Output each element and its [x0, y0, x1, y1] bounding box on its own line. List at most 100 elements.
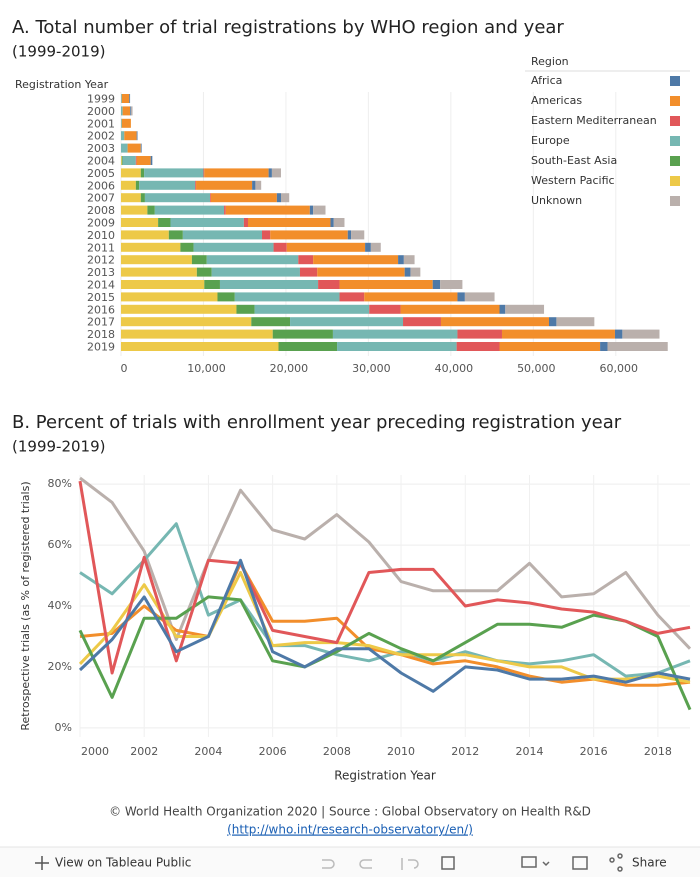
bar-segment — [144, 193, 211, 203]
y-tick-label: 2010 — [87, 229, 115, 242]
bar-segment — [607, 342, 668, 351]
bar-segment — [309, 205, 314, 215]
bar-segment — [440, 317, 549, 327]
bar-segment — [121, 242, 181, 252]
bar-segment — [403, 317, 441, 327]
chart-b-x-label: Registration Year — [334, 769, 436, 783]
bar-segment — [369, 304, 401, 314]
toolbar-icons[interactable] — [322, 853, 623, 872]
x-tick-label: 10,000 — [187, 362, 226, 375]
bar-segment — [217, 292, 235, 302]
bar-segment — [122, 156, 136, 165]
x-tick-label: 2014 — [515, 745, 543, 758]
bar-segment — [313, 255, 399, 265]
bar-segment — [548, 317, 557, 327]
bar-segment — [129, 94, 131, 103]
y-tick-label: 1999 — [87, 93, 115, 106]
bar-segment — [158, 218, 171, 227]
bar-segment — [318, 280, 340, 289]
bar-segment — [121, 94, 122, 103]
bar-segment — [121, 230, 169, 240]
x-tick-label: 50,000 — [517, 362, 556, 375]
bar-segment — [440, 280, 463, 289]
bar-segment — [457, 329, 502, 339]
x-tick-label: 2012 — [451, 745, 479, 758]
y-tick-label: 2003 — [87, 142, 115, 155]
tableau-icon[interactable] — [35, 856, 49, 870]
chart-b-title: B. Percent of trials with enrollment yea… — [12, 412, 622, 433]
bar-segment — [121, 329, 273, 339]
legend-swatch — [670, 196, 680, 206]
y-tick-label: 2008 — [87, 204, 115, 217]
bar-segment — [121, 218, 159, 227]
bar-segment — [370, 242, 381, 252]
bar-segment — [121, 317, 252, 327]
x-tick-label: 2000 — [81, 745, 109, 758]
bar-segment — [364, 292, 458, 302]
y-tick-label: 40% — [48, 599, 72, 612]
bar-segment — [121, 94, 130, 103]
bar-segment — [210, 193, 277, 203]
y-tick-label: 2018 — [87, 328, 115, 341]
bar-segment — [614, 329, 623, 339]
bar-segment — [299, 267, 318, 277]
y-tick-label: 2019 — [87, 341, 115, 354]
chart-a-y-label: Registration Year — [15, 78, 109, 91]
bar-segment — [505, 304, 545, 314]
x-tick-label: 20,000 — [270, 362, 309, 375]
legend-label: Eastern Mediterranean — [531, 114, 657, 127]
bar-segment — [121, 193, 141, 203]
view-on-tableau[interactable]: View on Tableau Public — [55, 856, 191, 870]
series-line — [79, 476, 692, 650]
bar-segment — [400, 304, 500, 314]
bar-segment — [121, 205, 148, 215]
bar-segment — [271, 168, 281, 178]
y-tick-label: 2014 — [87, 279, 115, 292]
legend-label: Africa — [531, 74, 562, 87]
bar-segment — [121, 106, 123, 116]
legend-swatch — [670, 176, 680, 186]
x-tick-label: 30,000 — [352, 362, 391, 375]
y-tick-label: 0% — [55, 721, 72, 734]
bar-segment — [251, 317, 291, 327]
bar-segment — [154, 205, 225, 215]
x-tick-label: 2010 — [387, 745, 415, 758]
bar-segment — [219, 280, 319, 289]
x-tick-label: 2008 — [323, 745, 351, 758]
bar-segment — [280, 193, 290, 203]
share[interactable]: Share — [632, 856, 667, 870]
x-tick-label: 60,000 — [600, 362, 639, 375]
bar-segment — [410, 267, 421, 277]
legend-swatch — [670, 96, 680, 106]
legend-swatch — [670, 156, 680, 166]
bar-segment — [195, 180, 197, 190]
bar-segment — [196, 267, 212, 277]
bar-segment — [337, 342, 457, 351]
y-tick-label: 2012 — [87, 254, 115, 267]
bar-segment — [193, 242, 274, 252]
x-tick-label: 2004 — [194, 745, 222, 758]
toolbar — [0, 847, 700, 877]
bar-segment — [140, 193, 145, 203]
bar-segment — [286, 242, 366, 252]
bar-segment — [140, 168, 145, 178]
bar-segment — [121, 156, 122, 165]
bar-segment — [224, 205, 226, 215]
bar-segment — [332, 329, 458, 339]
bar-segment — [196, 180, 253, 190]
x-tick-label: 2018 — [644, 745, 672, 758]
legend-label: Western Pacific — [531, 174, 615, 187]
bar-segment — [236, 304, 255, 314]
bar-segment — [247, 218, 331, 227]
bar-segment — [339, 280, 433, 289]
bar-segment — [203, 168, 205, 178]
bar-segment — [273, 242, 287, 252]
bar-segment — [136, 156, 151, 165]
bar-segment — [150, 156, 153, 165]
bar-segment — [210, 193, 211, 203]
bar-segment — [191, 255, 207, 265]
bar-segment — [268, 168, 272, 178]
footer-link[interactable]: (http://who.int/research-observatory/en/… — [227, 823, 473, 837]
chart-a-subtitle: (1999-2019) — [12, 43, 105, 61]
